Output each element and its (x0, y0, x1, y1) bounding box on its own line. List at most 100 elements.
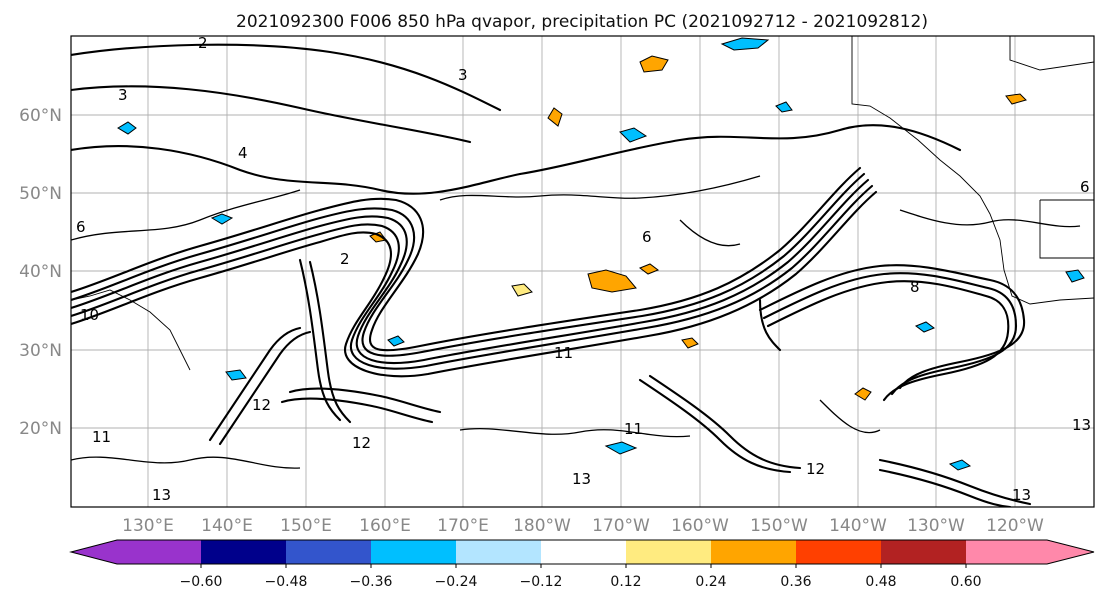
contour-jet-band (71, 172, 866, 357)
precip-negative-blob (387, 335, 405, 347)
colorbar-extend-high (966, 540, 1094, 564)
contour-label: 13 (1012, 486, 1031, 504)
colorbar-tick-label: −0.12 (520, 574, 563, 590)
gridlines (71, 36, 1094, 507)
colorbar-outline (69, 539, 1095, 565)
colorbar-tick-label: 0.36 (780, 574, 811, 590)
contour-label: 3 (118, 86, 128, 104)
contour-line (71, 43, 502, 112)
precip-anomaly-fills (117, 37, 1085, 471)
contour-line (679, 219, 741, 247)
precip-positive-blob (547, 107, 563, 127)
colorbar-tick-label: 0.12 (610, 574, 641, 590)
contour-label: 13 (572, 470, 591, 488)
state-borders (1039, 199, 1094, 259)
lon-label-160e: 160°E (359, 516, 411, 536)
colorbar-ticks (200, 564, 967, 568)
colorbar-extend-low (71, 540, 201, 564)
lat-label-40n: 40°N (19, 262, 62, 282)
contour-label: 13 (152, 486, 171, 504)
border-line (1009, 36, 1094, 71)
precip-negative-blob (604, 441, 638, 455)
lon-label-140e: 140°E (201, 516, 253, 536)
contour-label: 11 (92, 428, 111, 446)
contour-line (218, 330, 312, 446)
contour-line (758, 298, 782, 352)
lon-label-170e: 170°E (437, 516, 489, 536)
precip-negative-blob (720, 37, 770, 51)
contour-line (71, 456, 301, 469)
precip-positive-blob (854, 387, 872, 401)
colorbar-tick-label: −0.36 (350, 574, 393, 590)
contour-label: 13 (1072, 416, 1091, 434)
precip-positive-blob (681, 337, 699, 349)
precip-negative-blob (619, 127, 648, 143)
contour-label: 12 (352, 434, 371, 452)
map-frame (70, 35, 1095, 508)
contour-line (899, 209, 1081, 228)
lon-label-150e: 150°E (280, 516, 332, 536)
contour-label: 2 (198, 34, 208, 52)
precip-positive-blob (639, 55, 669, 73)
colorbar: −0.60 −0.48 −0.36 −0.24 −0.12 0.12 0.24 … (69, 539, 1095, 590)
contour-line (288, 387, 442, 414)
contour-line (71, 145, 522, 195)
contour-line (298, 258, 342, 422)
lon-label-160w: 160°W (671, 516, 729, 536)
lon-label-120w: 120°W (986, 516, 1044, 536)
contour-label: 6 (642, 228, 652, 246)
contour-label: 8 (910, 278, 920, 296)
precip-positive-blob (587, 269, 637, 293)
contour-label: 6 (76, 218, 86, 236)
contour-line (459, 427, 691, 438)
colorbar-bin (881, 540, 966, 564)
colorbar-bin (711, 540, 796, 564)
contour-line (638, 378, 792, 474)
contour-line (819, 399, 881, 434)
contour-label: 12 (806, 460, 825, 478)
contour-label: 11 (624, 420, 643, 438)
contour-line (648, 374, 802, 470)
contour-jet-band (71, 166, 862, 352)
contour-jet-band (71, 184, 874, 370)
colorbar-bin (456, 540, 541, 564)
qvapor-contours (71, 43, 1081, 507)
lon-label-140w: 140°W (829, 516, 887, 536)
contour-label: 11 (554, 344, 573, 362)
contour-label: 10 (80, 306, 99, 324)
lon-label-150w: 150°W (750, 516, 808, 536)
contour-line (439, 175, 761, 201)
precip-negative-blob (914, 321, 936, 333)
colorbar-tick-label: 0.48 (865, 574, 896, 590)
contour-line (71, 189, 301, 241)
colorbar-bin (626, 540, 711, 564)
colorbar-bin (796, 540, 881, 564)
contour-jet-band (71, 190, 878, 378)
colorbar-tick-label: −0.24 (435, 574, 478, 590)
lon-label-180w: 180°W (513, 516, 571, 536)
map-background (71, 36, 1094, 507)
contour-line (518, 124, 962, 176)
precip-positive-blob (638, 263, 660, 275)
coastlines (71, 36, 1094, 371)
precip-negative-blob (948, 459, 972, 471)
precip-negative-blob (775, 101, 793, 113)
latitude-labels: 60°N 50°N 40°N 30°N 20°N (19, 106, 62, 439)
contour-line (280, 397, 434, 424)
lat-label-50n: 50°N (19, 184, 62, 204)
lon-label-130e: 130°E (122, 516, 174, 536)
coastline-asia (71, 289, 191, 371)
colorbar-bin (201, 540, 286, 564)
longitude-labels: 130°E 140°E 150°E 160°E 170°E 180°W 170°… (122, 516, 1044, 536)
colorbar-bin (541, 540, 626, 564)
colorbar-bin (286, 540, 371, 564)
lat-label-30n: 30°N (19, 341, 62, 361)
coastline-north-america (851, 36, 1094, 305)
colorbar-tick-label: −0.60 (180, 574, 223, 590)
contour-label: 3 (458, 66, 468, 84)
precip-positive-blob (1005, 93, 1027, 105)
contour-jet-band (71, 178, 870, 365)
contour-label: 4 (238, 144, 248, 162)
precip-negative-blob (210, 213, 234, 225)
